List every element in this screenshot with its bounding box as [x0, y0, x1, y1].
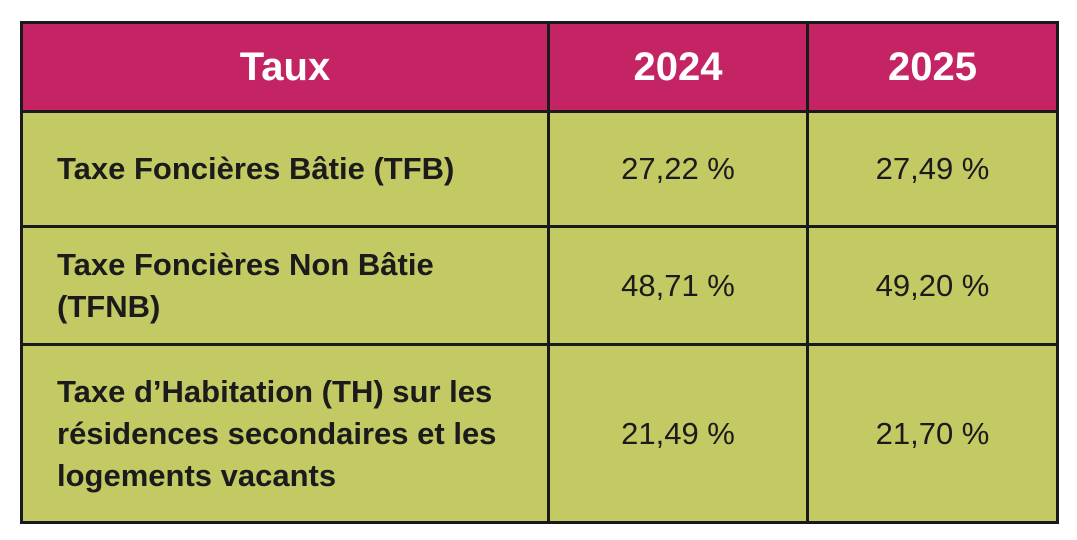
header-year-2024: 2024 [547, 21, 809, 113]
rate-tfb-2024: 27,22 % [547, 110, 809, 228]
tax-rates-table: Taux 2024 2025 Taxe Foncières Bâtie (TFB… [20, 21, 1059, 524]
row-label-th: Taxe d’Habitation (TH) sur les résidence… [20, 343, 550, 524]
rate-tfb-2025: 27,49 % [806, 110, 1059, 228]
header-taux: Taux [20, 21, 550, 113]
rate-tfnb-2025: 49,20 % [806, 225, 1059, 346]
rate-th-2024: 21,49 % [547, 343, 809, 524]
row-label-tfb: Taxe Foncières Bâtie (TFB) [20, 110, 550, 228]
rate-th-2025: 21,70 % [806, 343, 1059, 524]
rate-tfnb-2024: 48,71 % [547, 225, 809, 346]
table-row-tfb: Taxe Foncières Bâtie (TFB) 27,22 % 27,49… [20, 110, 1059, 228]
header-year-2025: 2025 [806, 21, 1059, 113]
header-row: Taux 2024 2025 [20, 21, 1059, 113]
table-row-th: Taxe d’Habitation (TH) sur les résidence… [20, 343, 1059, 524]
row-label-tfnb: Taxe Foncières Non Bâtie (TFNB) [20, 225, 550, 346]
table-row-tfnb: Taxe Foncières Non Bâtie (TFNB) 48,71 % … [20, 225, 1059, 346]
